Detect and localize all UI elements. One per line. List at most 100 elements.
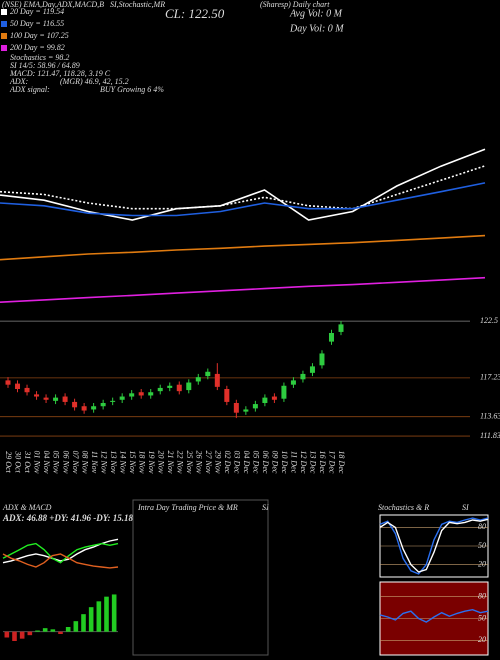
y-tick-label: 20	[478, 635, 486, 644]
source: (NSE) EMA,Day,ADX,MACD,B	[2, 0, 104, 9]
bar	[4, 631, 10, 638]
x-tick-label: 25 Nov	[185, 451, 194, 474]
bar	[12, 631, 17, 641]
series-line	[0, 148, 486, 221]
adx-signal-value: BUY Growing 6 4%	[100, 85, 164, 94]
candle-body	[224, 389, 230, 402]
x-tick-label: 05 Dec	[252, 451, 261, 474]
x-tick-label: 18 Dec	[337, 451, 346, 474]
legend-entry: 50 Day = 116.55	[10, 19, 64, 28]
x-tick-label: 06 Nov	[61, 451, 70, 474]
x-tick-label: 09 Dec	[271, 451, 280, 474]
x-tick-label: 26 Nov	[194, 451, 203, 474]
legend-entry: 100 Day = 107.25	[10, 31, 69, 40]
close-price: CL: 122.50	[165, 6, 225, 21]
x-tick-label: 27 Nov	[204, 451, 213, 474]
y-tick-label: 50	[478, 541, 486, 550]
candle-body	[110, 400, 116, 402]
x-tick-label: 31 Oct	[23, 450, 32, 473]
bar	[42, 628, 48, 632]
panel-subtitle: ADX: 46.88 +DY: 41.96 -DY: 15.18	[2, 513, 133, 523]
candle-body	[319, 353, 325, 366]
legend-swatch	[1, 33, 7, 39]
bar	[27, 631, 33, 636]
candle-body	[176, 384, 182, 392]
panel-title: Stochastics & R	[378, 503, 429, 512]
x-tick-label: 11 Nov	[90, 451, 99, 474]
candle-body	[24, 387, 30, 393]
x-tick-label: 11 Dec	[290, 451, 299, 474]
candle-body	[81, 406, 87, 411]
y-tick-label: 117.23	[480, 373, 500, 382]
candle-body	[195, 377, 201, 382]
x-tick-label: 20 Nov	[156, 451, 165, 474]
candle-body	[167, 385, 173, 388]
legend-swatch	[1, 21, 7, 27]
bar	[58, 631, 63, 634]
legend-entry: 200 Day = 99.82	[10, 43, 65, 52]
bar	[104, 596, 109, 632]
panel-subtitle: SI	[262, 503, 269, 512]
adx-label: ADX:	[9, 77, 29, 86]
candle-body	[5, 380, 11, 385]
x-tick-label: 21 Nov	[166, 451, 175, 474]
candle-body	[290, 380, 296, 385]
candle-body	[186, 382, 192, 391]
y-tick-label: 80	[478, 591, 486, 600]
adx-values: (MGR) 46.9, 42, 15.2	[60, 77, 129, 86]
avg-volume: Avg Vol: 0 M	[289, 8, 343, 19]
chart-name: (Sharesp) Daily chart	[260, 0, 330, 9]
candle-body	[252, 404, 258, 409]
series-line	[2, 553, 119, 569]
day-volume: Day Vol: 0 M	[289, 23, 344, 34]
candle-body	[138, 392, 144, 396]
candle-body	[119, 396, 125, 400]
series-line	[0, 165, 486, 210]
candle-body	[300, 373, 306, 380]
x-tick-label: 08 Nov	[80, 451, 89, 474]
bar	[35, 630, 40, 632]
candle-body	[309, 366, 315, 373]
x-tick-label: 04 Dec	[242, 451, 251, 474]
indicators: SI,Stochastic,MR	[110, 0, 165, 9]
series-line	[379, 608, 489, 623]
bar	[111, 594, 117, 632]
x-tick-label: 06 Dec	[261, 451, 270, 474]
candle-body	[262, 397, 268, 403]
y-tick-label: 20	[478, 559, 486, 568]
x-tick-label: 18 Nov	[137, 451, 146, 474]
x-tick-label: 30 Oct	[14, 450, 23, 473]
legend-swatch	[1, 45, 7, 51]
candle-body	[148, 392, 154, 396]
x-tick-label: 03 Dec	[232, 451, 241, 474]
series-line	[379, 518, 489, 573]
bar	[50, 629, 56, 632]
panel-frame	[132, 499, 269, 656]
bar	[65, 627, 71, 632]
bar	[96, 601, 102, 632]
si-text: SI 14/5: 58.96 / 64.89	[10, 61, 80, 70]
candle-body	[91, 406, 97, 410]
x-tick-label: 04 Nov	[42, 451, 51, 474]
candle-body	[281, 385, 287, 399]
candle-body	[271, 396, 277, 400]
candle-body	[43, 397, 49, 400]
bar	[88, 607, 94, 632]
bar	[81, 614, 86, 632]
x-tick-label: 02 Dec	[223, 451, 232, 474]
adx-signal-label: ADX signal:	[9, 85, 50, 94]
x-tick-label: 19 Nov	[147, 451, 156, 474]
candle-body	[205, 371, 211, 377]
candle-body	[72, 401, 78, 408]
x-tick-label: 29 Nov	[213, 451, 222, 474]
x-tick-label: 13 Nov	[109, 451, 118, 474]
x-tick-label: 16 Dec	[318, 451, 327, 474]
x-tick-label: 07 Nov	[71, 451, 80, 474]
x-tick-label: 12 Nov	[99, 451, 108, 474]
candle-body	[328, 333, 334, 342]
y-tick-label: 80	[478, 522, 486, 531]
candle-body	[15, 383, 21, 389]
x-tick-label: 15 Nov	[128, 451, 137, 474]
bar	[19, 631, 25, 639]
candle-body	[34, 394, 40, 397]
